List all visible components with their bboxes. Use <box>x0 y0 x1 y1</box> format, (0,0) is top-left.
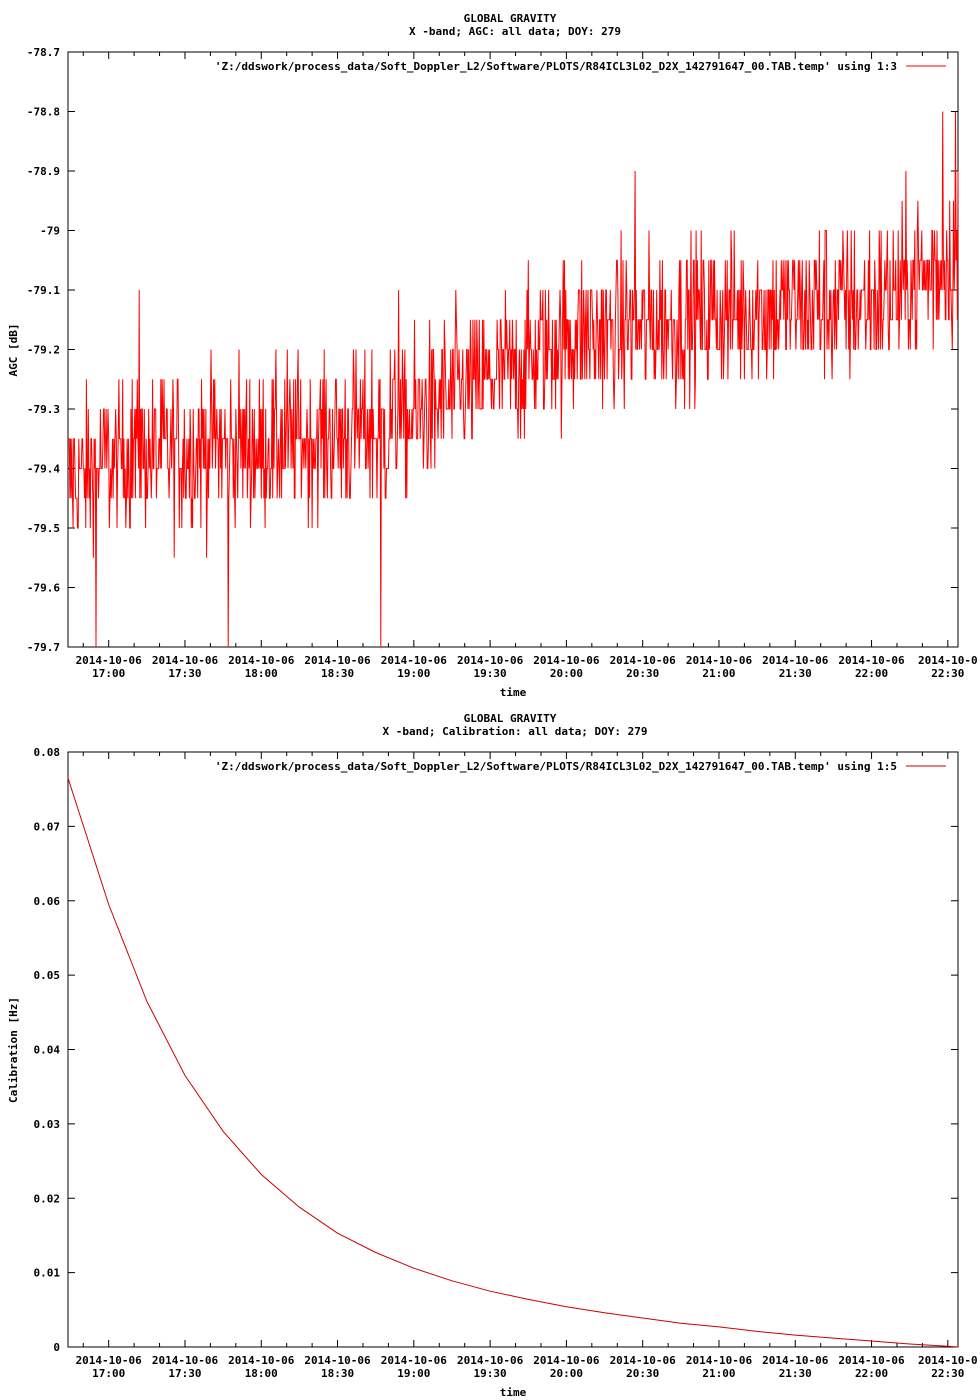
calibration-ytick-label: 0 <box>53 1341 60 1354</box>
calibration-xtick-time-label: 22:00 <box>855 1367 888 1380</box>
calibration-chart: GLOBAL GRAVITY X -band; Calibration: all… <box>7 712 978 1399</box>
calibration-ytick-label: 0.06 <box>34 895 61 908</box>
agc-xtick-date-label: 2014-10-06 <box>686 654 753 667</box>
agc-y-axis-label: AGC [dB] <box>7 324 20 377</box>
calibration-xtick-date-label: 2014-10-0 <box>918 1354 978 1367</box>
agc-xtick-time-label: 18:00 <box>245 667 278 680</box>
calibration-xtick-time-label: 17:00 <box>92 1367 125 1380</box>
calibration-xtick-time-label: 20:00 <box>550 1367 583 1380</box>
calibration-ytick-label: 0.07 <box>34 820 61 833</box>
agc-x-axis-label: time <box>500 686 527 699</box>
calibration-xtick-date-label: 2014-10-06 <box>228 1354 295 1367</box>
agc-xtick-time-label: 19:30 <box>474 667 507 680</box>
calibration-xtick-time-label: 20:30 <box>626 1367 659 1380</box>
agc-chart-title: GLOBAL GRAVITY <box>464 12 557 25</box>
calibration-xtick-date-label: 2014-10-06 <box>381 1354 448 1367</box>
agc-xtick-date-label: 2014-10-06 <box>838 654 905 667</box>
agc-xtick-date-label: 2014-10-06 <box>610 654 677 667</box>
agc-xtick-time-label: 19:00 <box>397 667 430 680</box>
calibration-xtick-time-label: 19:00 <box>397 1367 430 1380</box>
agc-series-line <box>68 111 959 648</box>
agc-xtick-date-label: 2014-10-06 <box>533 654 600 667</box>
calibration-legend-label: 'Z:/ddswork/process_data/Soft_Doppler_L2… <box>215 760 897 773</box>
agc-xtick-date-label: 2014-10-06 <box>76 654 143 667</box>
calibration-plot-frame <box>67 751 959 1348</box>
calibration-xtick-date-label: 2014-10-06 <box>533 1354 600 1367</box>
calibration-xtick-time-label: 17:30 <box>168 1367 201 1380</box>
agc-ytick-label: -79.3 <box>27 403 60 416</box>
calibration-x-axis-label: time <box>500 1386 527 1399</box>
calibration-xtick-time-label: 21:00 <box>702 1367 735 1380</box>
calibration-xtick-time-label: 19:30 <box>474 1367 507 1380</box>
calibration-xtick-date-label: 2014-10-06 <box>686 1354 753 1367</box>
agc-xtick-date-label: 2014-10-06 <box>457 654 524 667</box>
calibration-xtick-date-label: 2014-10-06 <box>152 1354 219 1367</box>
agc-xtick-time-label: 20:00 <box>550 667 583 680</box>
agc-xtick-time-label: 18:30 <box>321 667 354 680</box>
agc-chart: GLOBAL GRAVITY X -band; AGC: all data; D… <box>7 12 978 699</box>
agc-xtick-time-label: 22:00 <box>855 667 888 680</box>
calibration-xtick-date-label: 2014-10-06 <box>610 1354 677 1367</box>
agc-ytick-label: -79.1 <box>27 284 60 297</box>
agc-ytick-label: -79.6 <box>27 582 60 595</box>
agc-xtick-time-label: 17:00 <box>92 667 125 680</box>
agc-xtick-time-label: 22:30 <box>931 667 964 680</box>
calibration-chart-title: GLOBAL GRAVITY <box>464 712 557 725</box>
agc-ytick-label: -79 <box>40 225 60 238</box>
agc-xtick-time-label: 17:30 <box>168 667 201 680</box>
agc-ytick-label: -78.9 <box>27 165 60 178</box>
calibration-xtick-time-label: 21:30 <box>779 1367 812 1380</box>
agc-chart-subtitle: X -band; AGC: all data; DOY: 279 <box>409 25 621 38</box>
agc-legend-label: 'Z:/ddswork/process_data/Soft_Doppler_L2… <box>215 60 897 73</box>
calibration-xtick-date-label: 2014-10-06 <box>457 1354 524 1367</box>
calibration-xtick-date-label: 2014-10-06 <box>304 1354 371 1367</box>
agc-xtick-date-label: 2014-10-06 <box>152 654 219 667</box>
agc-ytick-label: -79.5 <box>27 522 60 535</box>
calibration-ytick-label: 0.04 <box>34 1044 61 1057</box>
agc-xtick-date-label: 2014-10-06 <box>381 654 448 667</box>
agc-ytick-label: -79.7 <box>27 641 60 654</box>
agc-xtick-date-label: 2014-10-0 <box>918 654 978 667</box>
calibration-y-axis-label: Calibration [Hz] <box>7 997 20 1103</box>
agc-xtick-time-label: 20:30 <box>626 667 659 680</box>
agc-plot-frame <box>67 51 959 648</box>
agc-xtick-time-label: 21:00 <box>702 667 735 680</box>
calibration-ytick-label: 0.08 <box>34 746 61 759</box>
agc-xtick-time-label: 21:30 <box>779 667 812 680</box>
agc-ytick-label: -78.8 <box>27 106 60 119</box>
calibration-ytick-label: 0.03 <box>34 1118 61 1131</box>
calibration-ytick-label: 0.02 <box>34 1192 61 1205</box>
agc-ytick-label: -78.7 <box>27 46 60 59</box>
calibration-chart-subtitle: X -band; Calibration: all data; DOY: 279 <box>383 725 648 738</box>
calibration-ytick-label: 0.05 <box>34 969 61 982</box>
agc-xtick-date-label: 2014-10-06 <box>228 654 295 667</box>
calibration-xtick-date-label: 2014-10-06 <box>762 1354 829 1367</box>
calibration-xtick-time-label: 22:30 <box>931 1367 964 1380</box>
calibration-ytick-label: 0.01 <box>34 1267 61 1280</box>
agc-ytick-label: -79.2 <box>27 344 60 357</box>
calibration-xtick-time-label: 18:30 <box>321 1367 354 1380</box>
calibration-xtick-date-label: 2014-10-06 <box>838 1354 905 1367</box>
calibration-series-line <box>67 777 959 1348</box>
agc-xtick-date-label: 2014-10-06 <box>304 654 371 667</box>
agc-ytick-label: -79.4 <box>27 463 60 476</box>
calibration-xtick-time-label: 18:00 <box>245 1367 278 1380</box>
agc-xtick-date-label: 2014-10-06 <box>762 654 829 667</box>
calibration-xtick-date-label: 2014-10-06 <box>76 1354 143 1367</box>
